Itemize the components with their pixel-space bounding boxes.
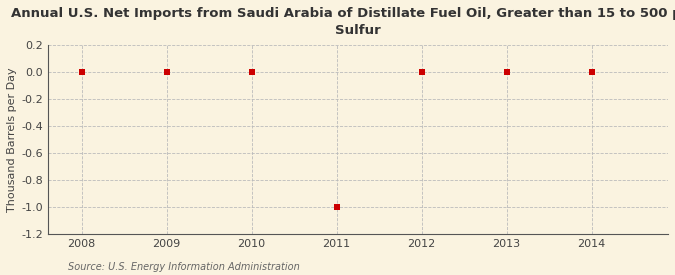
Title: Annual U.S. Net Imports from Saudi Arabia of Distillate Fuel Oil, Greater than 1: Annual U.S. Net Imports from Saudi Arabi… — [11, 7, 675, 37]
Y-axis label: Thousand Barrels per Day: Thousand Barrels per Day — [7, 67, 17, 212]
Text: Source: U.S. Energy Information Administration: Source: U.S. Energy Information Administ… — [68, 262, 299, 272]
